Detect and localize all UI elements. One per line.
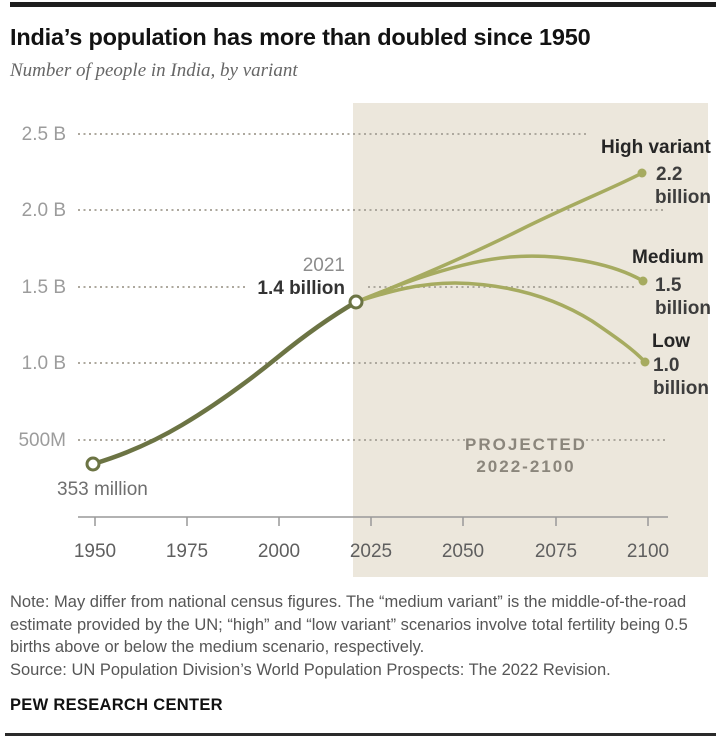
low-endpoint-dot [640,357,650,367]
medium-variant-value: 1.5 [655,275,682,296]
brand-label: PEW RESEARCH CENTER [10,696,223,714]
population-line-chart: 2.5 B 2.0 B 1.5 B 1.0 B 500M 1950 1975 2… [18,103,711,577]
x-tick-label-1950: 1950 [74,541,116,562]
high-endpoint-dot [637,168,647,178]
high-variant-value: 2.2 [656,164,682,185]
bottom-rule [5,733,716,736]
y-tick-label-1-0b: 1.0 B [22,353,66,374]
footnote-block: Note: May differ from national census fi… [10,591,714,681]
y-tick-label-2-0b: 2.0 B [22,200,66,221]
source-text: Source: UN Population Division’s World P… [10,660,611,679]
projected-label-line2: 2022-2100 [476,457,575,476]
medium-variant-label: Medium [632,247,704,268]
medium-variant-line [354,254,645,304]
projected-label-line1: PROJECTED [465,435,587,454]
x-axis [78,516,668,526]
annotation-2021-year: 2021 [303,255,345,276]
x-tick-label-2025: 2025 [350,541,392,562]
start-1950-marker [85,456,101,472]
x-tick-label-2000: 2000 [258,541,300,562]
y-tick-label-500m: 500M [18,430,66,451]
high-variant-label: High variant [601,137,711,158]
annotation-start-value: 353 million [57,479,148,500]
y-tick-label-2-5b: 2.5 B [22,124,66,145]
x-tick-label-2075: 2075 [535,541,577,562]
x-tick-label-1975: 1975 [166,541,208,562]
low-variant-unit: billion [653,378,709,399]
projection-lines [354,171,647,364]
historical-line [90,299,359,467]
medium-variant-unit: billion [655,298,711,319]
projected-region-shade [353,103,708,577]
medium-endpoint-dot [638,276,648,286]
annotation-2021-value: 1.4 billion [257,278,345,299]
low-variant-label: Low [652,331,690,352]
y-tick-label-1-5b: 1.5 B [22,277,66,298]
top-rule [10,2,716,7]
note-text: Note: May differ from national census fi… [10,593,688,656]
chart-subtitle: Number of people in India, by variant [10,60,298,81]
x-tick-label-2100: 2100 [627,541,669,562]
x-tick-label-2050: 2050 [442,541,484,562]
point-2021-marker [348,294,364,310]
low-variant-line [354,281,647,364]
page-title: India’s population has more than doubled… [10,24,591,50]
high-variant-unit: billion [655,187,711,208]
low-variant-value: 1.0 [653,355,679,376]
